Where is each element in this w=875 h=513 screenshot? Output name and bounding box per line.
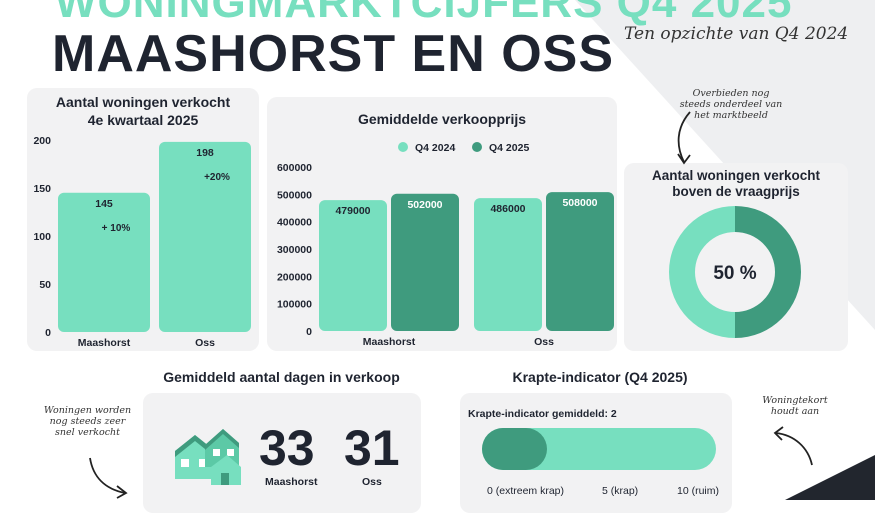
y-tick-label: 100000 xyxy=(277,299,312,311)
x-tick-label: Oss xyxy=(195,337,215,349)
days-title: Gemiddeld aantal dagen in verkoop xyxy=(163,369,400,385)
legend-swatch xyxy=(472,142,482,152)
shortage-arrow xyxy=(773,426,813,466)
days-maashorst-value: 33 xyxy=(259,420,315,476)
bar-value-label: 502000 xyxy=(407,199,442,211)
y-tick-label: 0 xyxy=(306,326,312,338)
shortage-note-line-1: Woningtekort xyxy=(762,395,828,406)
y-tick-label: 0 xyxy=(45,327,51,339)
shortage-note: Woningtekort houdt aan xyxy=(755,395,835,417)
bar-value-label: 145 xyxy=(95,198,113,210)
houses-icon xyxy=(175,429,241,485)
bar-maashorst xyxy=(58,192,150,332)
fast-sale-note-line-1: Woningen worden xyxy=(43,405,132,416)
overbid-arrow xyxy=(677,111,691,165)
donut-slice xyxy=(735,206,801,338)
krapte-fill xyxy=(482,428,547,470)
y-tick-label: 300000 xyxy=(277,244,312,256)
sold-count-panel: Aantal woningen verkocht 4e kwartaal 202… xyxy=(27,88,259,351)
bar-maashorst-q4-2025 xyxy=(391,193,459,331)
days-maashorst-label: Maashorst xyxy=(265,476,318,488)
y-tick-label: 100 xyxy=(33,231,51,243)
fast-sale-note-line-2: nog steeds zeer xyxy=(49,416,126,427)
bar-value-label: 508000 xyxy=(562,197,597,209)
bar-value-label: 198 xyxy=(196,147,214,159)
bar-oss-q4-2024 xyxy=(474,198,542,331)
fast-sale-note: Woningen worden nog steeds zeer snel ver… xyxy=(40,405,135,438)
donut-center-label: 50 % xyxy=(713,263,756,284)
krapte-label: Krapte-indicator gemiddeld: 2 xyxy=(468,408,617,420)
y-tick-label: 200000 xyxy=(277,271,312,283)
overbid-note-line-1: Overbieden nog xyxy=(692,88,770,99)
y-tick-label: 200 xyxy=(33,135,51,147)
fast-sale-note-line-3: snel verkocht xyxy=(55,427,120,438)
legend-label: Q4 2024 xyxy=(415,142,455,154)
donut-slice xyxy=(669,206,735,338)
sold-count-chart: 0 50 100 150 200 145 + 10% Maashorst 198 +20% Oss xyxy=(33,135,251,349)
overbid-note-line-3: het marktbeeld xyxy=(694,110,768,121)
bar-value-label: 479000 xyxy=(335,205,370,217)
shortage-note-line-2: houdt aan xyxy=(770,406,820,417)
avg-price-chart: 0 100000 200000 300000 400000 500000 600000 Q4 … xyxy=(277,142,614,348)
overbid-note: Overbieden nog steeds onderdeel van het … xyxy=(676,88,786,121)
above-asking-donut: 50 % xyxy=(669,206,801,338)
y-tick-label: 150 xyxy=(33,183,51,195)
avg-price-title: Gemiddelde verkoopprijs xyxy=(357,111,527,127)
y-tick-label: 500000 xyxy=(277,189,312,201)
days-panel: 33 Maashorst 31 Oss xyxy=(143,393,421,513)
legend-swatch xyxy=(398,142,408,152)
krapte-title: Krapte-indicator (Q4 2025) xyxy=(512,369,688,385)
above-asking-title-line-2: boven de vraagprijs xyxy=(672,184,800,199)
x-tick-label: Oss xyxy=(534,336,554,348)
fast-sale-arrow xyxy=(89,457,128,499)
krapte-panel: Krapte-indicator gemiddeld: 2 0 (extreem… xyxy=(460,393,732,513)
bar-maashorst-q4-2024 xyxy=(319,200,387,331)
y-tick-label: 600000 xyxy=(277,162,312,174)
sold-count-title: Aantal woningen verkocht 4e kwartaal 202… xyxy=(27,93,259,129)
growth-label: +20% xyxy=(204,172,230,183)
above-asking-title: Aantal woningen verkocht boven de vraagp… xyxy=(624,168,848,200)
x-tick-label: Maashorst xyxy=(78,337,131,349)
top-title: WONINGMARKTCIJFERS Q4 2025 xyxy=(55,0,793,27)
above-asking-title-line-1: Aantal woningen verkocht xyxy=(651,168,821,183)
above-asking-panel: Aantal woningen verkocht boven de vraagp… xyxy=(624,163,848,351)
y-tick-label: 50 xyxy=(39,279,51,291)
days-oss-label: Oss xyxy=(362,476,382,488)
bar-value-label: 486000 xyxy=(490,203,525,215)
krapte-scale-max: 10 (ruim) xyxy=(677,485,720,497)
overbid-note-line-2: steeds onderdeel van xyxy=(679,99,783,110)
comparison-subtitle: Ten opzichte van Q4 2024 xyxy=(624,24,849,44)
krapte-track xyxy=(482,428,716,470)
krapte-scale-mid: 5 (krap) xyxy=(602,485,639,497)
bar-oss-q4-2025 xyxy=(546,192,614,331)
sold-count-title-line-2: 4e kwartaal 2025 xyxy=(87,112,199,128)
growth-label: + 10% xyxy=(102,223,131,234)
y-tick-label: 400000 xyxy=(277,217,312,229)
legend-label: Q4 2025 xyxy=(489,142,529,154)
sold-count-title-line-1: Aantal woningen verkocht xyxy=(55,94,231,110)
x-tick-label: Maashorst xyxy=(363,336,416,348)
days-oss-value: 31 xyxy=(344,420,400,476)
avg-price-panel: Gemiddelde verkoopprijs 0 100000 200000 300… xyxy=(267,97,617,351)
main-title: MAASHORST EN OSS xyxy=(52,25,615,83)
bar-oss xyxy=(159,141,251,332)
krapte-scale-min: 0 (extreem krap) xyxy=(487,485,565,497)
